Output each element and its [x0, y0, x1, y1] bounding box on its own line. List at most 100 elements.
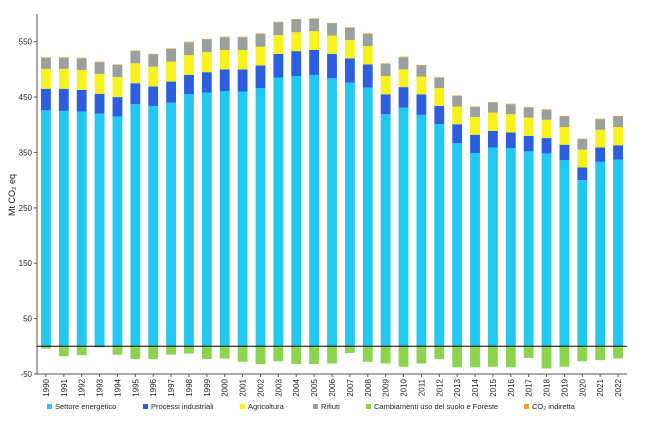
bar-segment-energy — [219, 90, 230, 347]
bar-segment-industrial — [362, 64, 373, 88]
bar-segment-waste — [58, 57, 69, 69]
legend-label: Settore energetico — [55, 402, 116, 411]
bar-segment-agriculture — [362, 46, 373, 65]
bar-segment-waste — [327, 23, 337, 36]
bar-segment-indirect-co2 — [41, 57, 51, 58]
bar-segment-energy — [201, 92, 212, 347]
bar-segment-agriculture — [505, 114, 516, 133]
legend: Settore energetico Processi industriali Ag… — [47, 402, 576, 411]
y-tick-label: 350 — [19, 148, 33, 157]
bar-segment-waste — [452, 95, 463, 107]
x-tick-label: 2020 — [578, 378, 587, 396]
bar-segment-indirect-co2 — [273, 21, 284, 23]
bar-segment-indirect-co2 — [94, 61, 105, 63]
bar-segment-energy — [112, 116, 123, 347]
x-tick-label: 2019 — [560, 378, 569, 396]
bar-segment-landuse — [166, 346, 177, 355]
bar-segment-waste — [94, 62, 105, 74]
legend-swatch — [524, 404, 529, 409]
bar-segment-indirect-co2 — [577, 138, 588, 140]
bar-segment-energy — [58, 110, 69, 347]
legend-item: Settore energetico — [47, 402, 116, 411]
bar-segment-industrial — [291, 51, 302, 77]
x-tick-label: 2017 — [525, 378, 534, 396]
bar-segment-indirect-co2 — [58, 57, 69, 58]
bar-segment-indirect-co2 — [487, 102, 498, 103]
legend-swatch — [366, 404, 371, 409]
bar-segment-agriculture — [201, 52, 212, 73]
x-tick-label: 2008 — [364, 378, 373, 396]
y-axis-label: Mt CO₂ eq — [7, 174, 17, 216]
bar-segment-indirect-co2 — [255, 33, 266, 34]
bar-segment-agriculture — [613, 126, 623, 146]
legend-label: Processi industriali — [151, 402, 214, 411]
bar-segment-industrial — [255, 65, 266, 89]
bar-segment-landuse — [41, 346, 51, 349]
bar-segment-indirect-co2 — [327, 22, 337, 24]
x-tick-label: 1990 — [42, 378, 51, 396]
x-tick-label: 1993 — [96, 378, 105, 396]
bar-segment-agriculture — [434, 88, 445, 106]
bar-segment-agriculture — [380, 76, 391, 95]
bar-segment-waste — [130, 51, 141, 64]
bar-segment-landuse — [237, 346, 248, 362]
y-tick-label: 50 — [23, 315, 32, 324]
bar-segment-waste — [309, 18, 320, 32]
bar-segment-energy — [130, 104, 141, 347]
bar-segment-landuse — [613, 346, 623, 359]
x-tick-label: 1999 — [203, 378, 212, 396]
bar-segment-indirect-co2 — [416, 64, 427, 66]
bar-segment-waste — [184, 42, 194, 55]
bar-segment-agriculture — [219, 50, 230, 70]
bar-segment-landuse — [380, 346, 391, 364]
legend-label: Rifiuti — [321, 402, 340, 411]
x-tick-label: 1991 — [60, 378, 69, 396]
bar-segment-agriculture — [595, 129, 606, 148]
bar-segment-landuse — [58, 346, 69, 357]
bar-segment-landuse — [112, 346, 123, 355]
bar-segment-industrial — [237, 69, 248, 92]
bar-segment-agriculture — [184, 54, 194, 75]
bar-segment-waste — [273, 22, 284, 36]
bar-segment-industrial — [577, 167, 588, 181]
bar-segment-waste — [523, 107, 534, 118]
bar-segment-indirect-co2 — [148, 53, 159, 55]
x-tick-label: 1998 — [185, 378, 194, 396]
bar-segment-landuse — [362, 346, 373, 362]
bar-segment-energy — [398, 107, 409, 347]
bar-segment-energy — [184, 94, 194, 347]
bar-segment-landuse — [452, 346, 463, 368]
bar-segment-indirect-co2 — [219, 36, 230, 38]
x-tick-label: 2015 — [489, 378, 498, 396]
bar-segment-landuse — [416, 346, 427, 364]
legend-swatch — [47, 404, 52, 409]
bar-segment-waste — [416, 65, 427, 77]
bar-segment-waste — [559, 116, 570, 127]
bar-segment-industrial — [487, 130, 498, 148]
bar-segment-agriculture — [398, 69, 409, 88]
legend-swatch — [240, 404, 245, 409]
bar-segment-agriculture — [273, 35, 284, 54]
bar-segment-industrial — [452, 124, 463, 144]
bar-segment-energy — [94, 113, 105, 347]
bar-segment-energy — [452, 143, 463, 347]
bar-segment-waste — [41, 57, 51, 69]
bar-segment-energy — [309, 74, 320, 347]
bar-segment-landuse — [434, 346, 445, 360]
bar-segment-energy — [76, 111, 87, 347]
bar-segment-landuse — [470, 346, 480, 368]
bar-segment-indirect-co2 — [470, 106, 480, 108]
bar-segment-agriculture — [94, 73, 105, 94]
x-tick-label: 1992 — [78, 378, 87, 396]
bar-segment-agriculture — [327, 35, 337, 54]
bar-segment-waste — [344, 27, 355, 41]
bar-segment-industrial — [595, 147, 606, 162]
legend-swatch — [143, 404, 148, 409]
bar-segment-agriculture — [416, 76, 427, 95]
bar-segment-energy — [273, 77, 284, 347]
bar-segment-industrial — [130, 83, 141, 105]
legend-item: Processi industriali — [143, 402, 214, 411]
bar-segment-industrial — [58, 88, 69, 111]
